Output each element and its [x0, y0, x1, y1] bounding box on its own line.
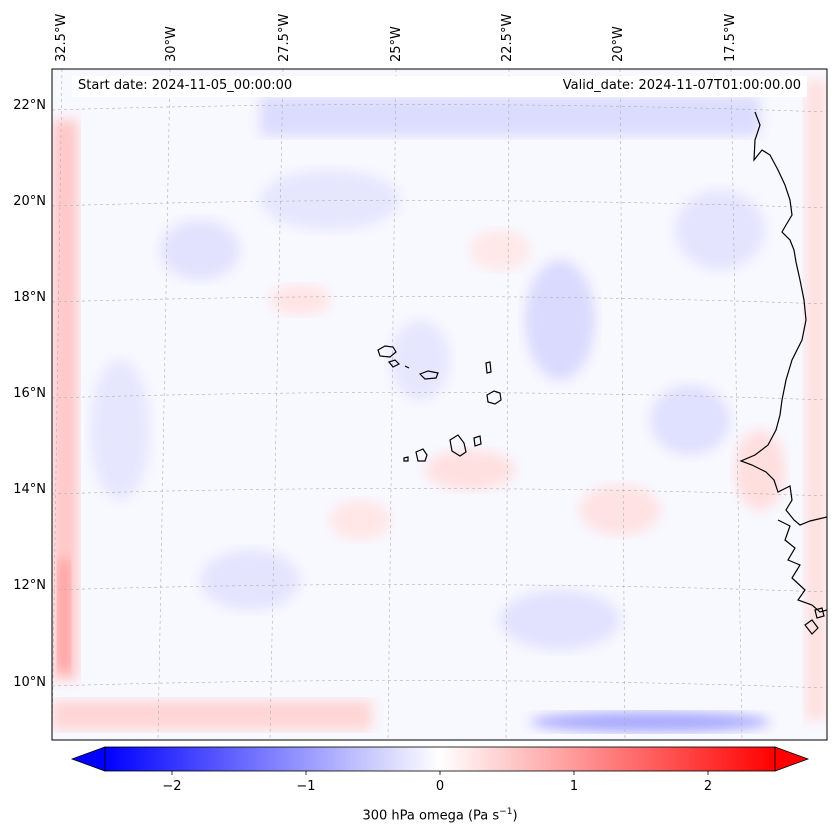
- colorbar-extend-low: [70, 746, 106, 772]
- colorbar: [70, 746, 810, 775]
- colorbar-tick-label: 1: [569, 779, 579, 794]
- lon-label-17-5w: 17.5°W: [723, 13, 738, 62]
- lon-label-20w: 20°W: [611, 26, 626, 62]
- lat-label-20n: 20°N: [13, 194, 46, 209]
- colorbar-tick-label: −2: [162, 779, 182, 794]
- lon-label-27-5w: 27.5°W: [277, 13, 292, 62]
- map-frame: [51, 68, 828, 741]
- lon-label-22-5w: 22.5°W: [500, 13, 515, 62]
- colorbar-tick-label: 0: [435, 779, 445, 794]
- valid-date: Valid_date: 2024-11-07T01:00:00.00: [562, 78, 801, 93]
- island-outlines: [377, 345, 502, 462]
- colorbar-bar: [104, 746, 776, 772]
- lat-label-14n: 14°N: [13, 482, 46, 497]
- omega-field: [52, 69, 827, 740]
- lat-label-10n: 10°N: [13, 675, 46, 690]
- coastline: [739, 111, 827, 635]
- lat-label-16n: 16°N: [13, 386, 46, 401]
- lon-label-25w: 25°W: [389, 26, 404, 62]
- lat-label-22n: 22°N: [13, 98, 46, 113]
- colorbar-extend-high: [774, 746, 810, 772]
- start-date: Start date: 2024-11-05_00:00:00: [78, 78, 293, 93]
- lon-label-32-5w: 32.5°W: [54, 13, 69, 62]
- colorbar-tick-label: 2: [703, 779, 713, 794]
- lat-label-12n: 12°N: [13, 578, 46, 593]
- graticule: [52, 69, 827, 740]
- colorbar-title: 300 hPa omega (Pa s−1): [362, 807, 518, 824]
- colorbar-tick-label: −1: [296, 779, 316, 794]
- date-info-bar: Start date: 2024-11-05_00:00:00 Valid_da…: [72, 76, 807, 97]
- lat-label-18n: 18°N: [13, 290, 46, 305]
- lon-label-30w: 30°W: [164, 26, 179, 62]
